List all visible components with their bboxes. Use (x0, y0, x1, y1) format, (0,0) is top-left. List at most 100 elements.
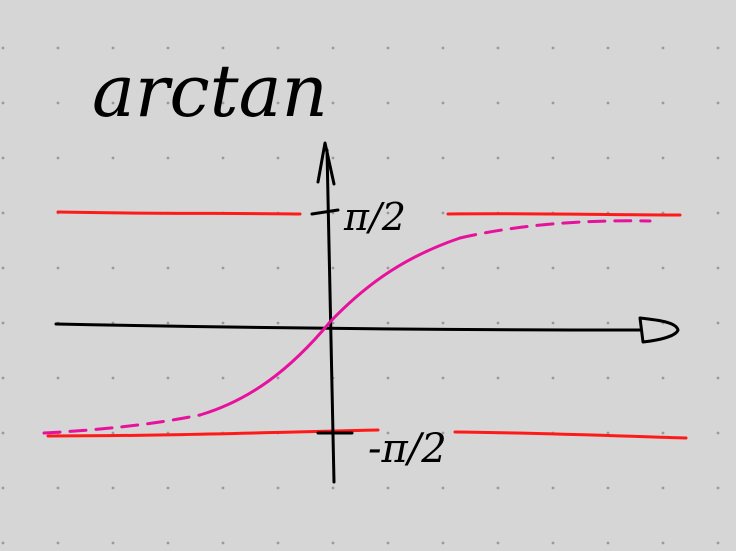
grid-dot (221, 101, 225, 105)
grid-dot (606, 321, 610, 325)
grid-dot (496, 266, 500, 270)
label-minus-pi-over-2: -π/2 (368, 426, 447, 472)
grid-dot (716, 541, 720, 545)
grid-dot (716, 266, 720, 270)
grid-dot (551, 266, 555, 270)
grid-dot (1, 46, 5, 50)
grid-dot (716, 211, 720, 215)
grid-dot (386, 541, 390, 545)
grid-dot (551, 101, 555, 105)
grid-dot (386, 156, 390, 160)
grid-dot (276, 376, 280, 380)
grid-dot (56, 486, 60, 490)
grid-dot (551, 486, 555, 490)
grid-dot (551, 541, 555, 545)
lower-asymptote-left (46, 428, 380, 438)
grid-dot (221, 46, 225, 50)
grid-dot (386, 101, 390, 105)
grid-dot (331, 486, 335, 490)
grid-dot (716, 486, 720, 490)
grid-dot (606, 431, 610, 435)
grid-dot (441, 541, 445, 545)
grid-dot (166, 156, 170, 160)
grid-dot (716, 46, 720, 50)
grid-dot (56, 101, 60, 105)
grid-dot (716, 376, 720, 380)
grid-dot (661, 541, 665, 545)
grid-dot (1, 211, 5, 215)
grid-dot (1, 541, 5, 545)
grid-dot (1, 266, 5, 270)
grid-dot (1, 156, 5, 160)
grid-dot (441, 321, 445, 325)
grid-dot (111, 101, 115, 105)
grid-dot (276, 266, 280, 270)
grid-dot (606, 46, 610, 50)
grid-dot (661, 431, 665, 435)
grid-dot (331, 156, 335, 160)
grid-dot (276, 156, 280, 160)
grid-dot (56, 156, 60, 160)
grid-dot (661, 156, 665, 160)
grid-dot (56, 541, 60, 545)
grid-dot (496, 376, 500, 380)
curve-dashed-right (458, 219, 652, 240)
grid-dot (606, 156, 610, 160)
grid-dot (496, 541, 500, 545)
grid-dot (716, 431, 720, 435)
grid-dot (221, 541, 225, 545)
grid-dot (386, 46, 390, 50)
lower-asymptote-right (453, 430, 688, 440)
asymptotes (46, 210, 688, 440)
grid-dot (606, 376, 610, 380)
grid-dot (331, 266, 335, 270)
grid-dot (111, 376, 115, 380)
grid-dot (551, 376, 555, 380)
grid-dot (496, 46, 500, 50)
grid-dot (111, 46, 115, 50)
grid-dot (551, 46, 555, 50)
grid-dot (111, 266, 115, 270)
grid-dot (1, 321, 5, 325)
grid-dot (276, 101, 280, 105)
grid-dot (606, 266, 610, 270)
grid-dot (331, 321, 335, 325)
grid-dot (386, 211, 390, 215)
grid-dot (166, 266, 170, 270)
grid-dot (716, 321, 720, 325)
grid-dot (606, 101, 610, 105)
grid-dot (221, 486, 225, 490)
grid-dot (166, 46, 170, 50)
grid-dot (166, 101, 170, 105)
grid-dot (221, 156, 225, 160)
grid-dot (331, 541, 335, 545)
x-axis-line (54, 322, 642, 332)
y-axis-line (325, 148, 336, 484)
grid-dot (386, 431, 390, 435)
grid-dot (716, 156, 720, 160)
grid-dot (1, 431, 5, 435)
grid-dot (331, 101, 335, 105)
upper-asymptote-left (56, 210, 302, 216)
grid-dot (1, 101, 5, 105)
grid-dot (276, 486, 280, 490)
grid-dot (166, 541, 170, 545)
grid-dot (441, 266, 445, 270)
grid-dot (56, 376, 60, 380)
grid-dot (111, 486, 115, 490)
grid-dot (386, 266, 390, 270)
curve-solid (198, 236, 462, 417)
grid-dot (1, 486, 5, 490)
grid-dot (221, 321, 225, 325)
grid-dot (661, 46, 665, 50)
grid-dot (111, 541, 115, 545)
grid-dot (606, 486, 610, 490)
grid-dot (441, 376, 445, 380)
y-axis (310, 141, 354, 484)
grid-dot (551, 321, 555, 325)
upper-asymptote-right (446, 212, 682, 217)
grid-dot (441, 211, 445, 215)
label-pi-over-2: π/2 (343, 195, 406, 239)
grid-dot (111, 156, 115, 160)
